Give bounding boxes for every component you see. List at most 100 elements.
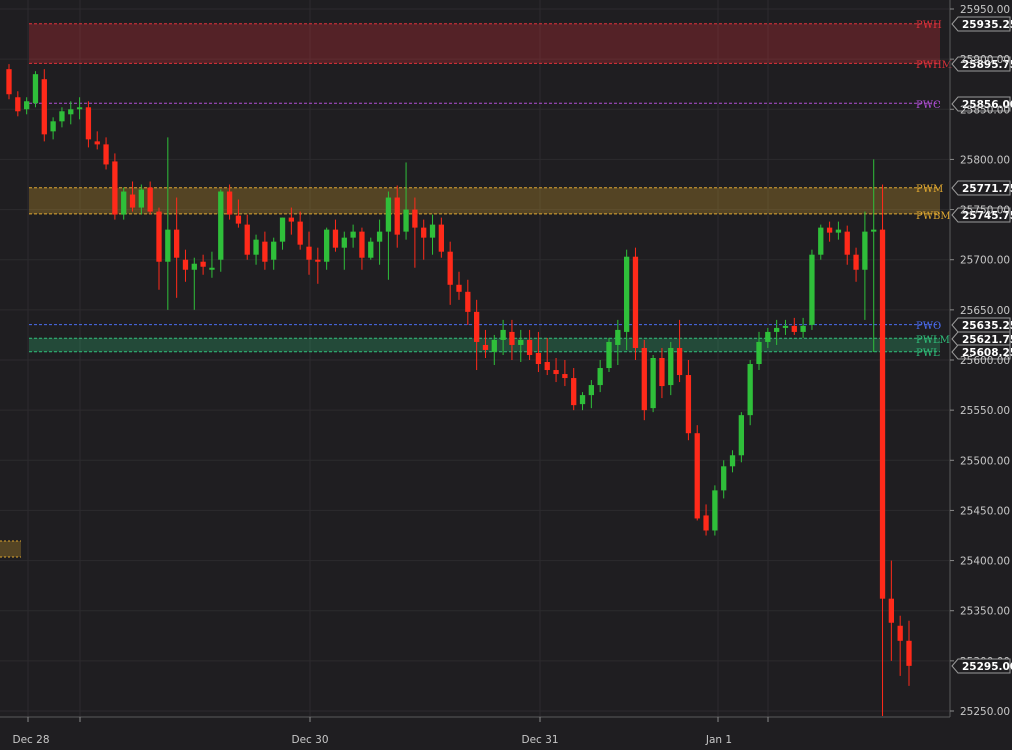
candle-body-up: [588, 385, 594, 396]
candle-body-up: [279, 217, 286, 242]
level-label-pwo: PWO: [916, 321, 941, 332]
candle-body-down: [879, 229, 886, 599]
candle-body-up: [341, 237, 347, 248]
level-zone: [29, 23, 940, 64]
candle-body-down: [482, 344, 489, 350]
candle-body-up: [429, 224, 436, 238]
candle-body-down: [897, 625, 903, 641]
candle-body-up: [376, 231, 383, 242]
last-price-value: 25295.00: [962, 661, 1012, 673]
candle-body-down: [421, 227, 427, 238]
candle-body-down: [571, 378, 577, 406]
y-tick-label: 25350.00: [960, 606, 1010, 618]
level-label-pwm: PWM: [916, 184, 943, 195]
candle-body-down: [456, 284, 462, 292]
candle-body-down: [641, 347, 647, 411]
y-tick-label: 25700.00: [960, 255, 1010, 267]
candle-body-down: [447, 251, 453, 285]
candle-body-up: [218, 191, 224, 260]
candle-body-up: [765, 331, 771, 342]
candle-body-up: [518, 339, 524, 345]
candle-body-up: [350, 231, 356, 238]
candle-body-up: [253, 239, 259, 255]
candle-body-up: [491, 339, 497, 352]
candle-body-up: [138, 189, 144, 208]
candle-body-down: [906, 640, 912, 666]
candle-body-down: [853, 254, 859, 270]
price-tag-value: 25856.00: [962, 99, 1012, 111]
candle-body-up: [324, 229, 330, 262]
candle-body-up: [32, 74, 39, 104]
candle-body-up: [209, 267, 215, 270]
candle-body-down: [438, 224, 444, 252]
price-tag-pwc: [951, 96, 1011, 112]
candle-body-down: [888, 598, 894, 623]
y-tick-label: 25750.00: [960, 205, 1010, 217]
candle-body-down: [826, 227, 833, 233]
candle-body-up: [738, 415, 744, 456]
candle-body-up: [809, 254, 815, 325]
candle-body-down: [315, 259, 321, 262]
candle-body-down: [85, 107, 92, 140]
candle-body-down: [544, 362, 550, 371]
candle-body-down: [526, 339, 533, 355]
candle-body-down: [297, 221, 303, 245]
candle-body-down: [535, 352, 542, 365]
x-tick-label: Dec 30: [291, 734, 328, 746]
candle-body-down: [6, 69, 12, 95]
candle-body-up: [24, 101, 30, 110]
candle-body-down: [244, 224, 250, 255]
level-label-pwl: PWL: [916, 348, 940, 359]
level-zone: [0, 541, 21, 557]
price-tag-pwm: [951, 180, 1011, 196]
candle-body-up: [650, 357, 656, 409]
candle-body-up: [747, 364, 753, 416]
candle-body-down: [41, 79, 47, 135]
candle-body-down: [182, 259, 189, 270]
candle-body-up: [368, 241, 374, 258]
candle-body-up: [756, 341, 762, 365]
candle-body-up: [624, 256, 630, 332]
candle-body-down: [676, 347, 683, 376]
candle-body-down: [359, 231, 365, 258]
candle-body-up: [403, 209, 409, 232]
candle-body-down: [226, 191, 233, 215]
candle-body-down: [200, 261, 206, 267]
candle-body-up: [121, 191, 127, 215]
candle-body-up: [871, 229, 877, 232]
candle-body-up: [76, 107, 83, 110]
candle-body-up: [191, 263, 197, 270]
candle-body-down: [112, 161, 118, 215]
price-tag-value: 25935.25: [962, 19, 1012, 31]
x-tick-label: Dec 28: [12, 734, 49, 746]
candle-body-up: [606, 341, 612, 369]
y-tick-label: 25850.00: [960, 104, 1010, 116]
y-tick-label: 25600.00: [960, 355, 1010, 367]
candle-body-down: [174, 229, 180, 258]
price-tag-value: 25771.75: [962, 183, 1012, 195]
candle-body-down: [15, 97, 21, 112]
price-tag-value: 25895.75: [962, 59, 1012, 71]
y-tick-label: 25550.00: [960, 405, 1010, 417]
candle-body-down: [156, 211, 162, 262]
x-tick-label: Jan 1: [705, 734, 732, 746]
candle-body-down: [94, 141, 100, 145]
price-tag-pwhm: [951, 56, 1011, 72]
y-tick-label: 25950.00: [960, 4, 1010, 16]
candle-body-down: [694, 433, 700, 519]
price-tag-pwh: [951, 16, 1011, 32]
candle-body-down: [332, 229, 339, 248]
candle-body-up: [729, 455, 736, 467]
candle-body-down: [509, 331, 515, 345]
candle-body-down: [306, 246, 312, 260]
candle-body-up: [774, 327, 780, 332]
candle-body-up: [59, 111, 65, 122]
price-tag-pwbm: [951, 207, 1011, 223]
level-label-pwlm: PWLM: [916, 335, 950, 346]
candle-body-up: [800, 325, 806, 332]
candle-body-down: [632, 256, 639, 348]
x-tick-label: Dec 31: [521, 734, 558, 746]
